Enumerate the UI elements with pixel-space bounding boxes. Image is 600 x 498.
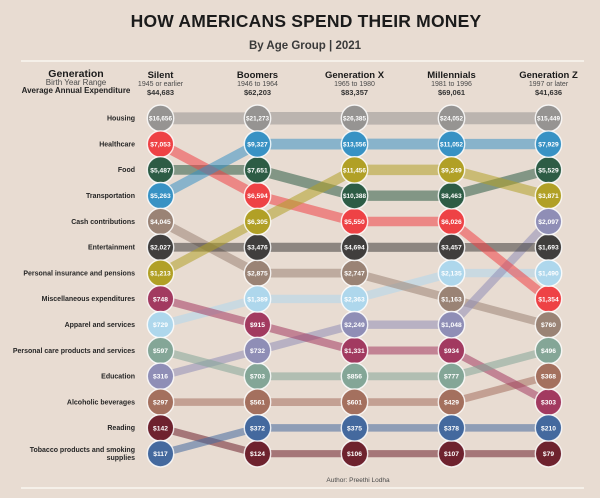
svg-text:$9,327: $9,327 — [247, 142, 268, 149]
svg-text:$1,331: $1,331 — [344, 348, 365, 355]
svg-text:$1,389: $1,389 — [247, 296, 268, 303]
svg-text:Healthcare: Healthcare — [99, 141, 135, 148]
svg-text:Personal insurance and pension: Personal insurance and pensions — [23, 270, 135, 277]
svg-text:$5,487: $5,487 — [150, 167, 171, 174]
svg-text:$303: $303 — [541, 400, 556, 407]
svg-text:$2,027: $2,027 — [150, 245, 171, 252]
svg-text:$561: $561 — [250, 400, 265, 407]
svg-text:$597: $597 — [153, 348, 168, 355]
svg-text:$11,456: $11,456 — [343, 167, 366, 174]
svg-text:supplies: supplies — [107, 455, 136, 462]
svg-text:Miscellaneous expenditures: Miscellaneous expenditures — [42, 296, 135, 303]
svg-text:$15,449: $15,449 — [537, 116, 560, 123]
svg-text:$777: $777 — [444, 374, 459, 381]
svg-text:$4,045: $4,045 — [150, 219, 171, 226]
svg-text:$210: $210 — [541, 425, 556, 432]
svg-text:Entertainment: Entertainment — [88, 245, 136, 252]
svg-text:$124: $124 — [250, 451, 265, 458]
svg-text:$601: $601 — [347, 400, 362, 407]
svg-text:$3,476: $3,476 — [247, 245, 268, 252]
svg-text:$732: $732 — [250, 348, 265, 355]
svg-text:$372: $372 — [250, 425, 265, 432]
svg-text:$316: $316 — [153, 374, 168, 381]
svg-text:Education: Education — [101, 374, 135, 381]
svg-text:$703: $703 — [250, 374, 265, 381]
svg-text:$1,490: $1,490 — [538, 271, 559, 278]
svg-text:$24,052: $24,052 — [440, 116, 463, 123]
svg-text:$748: $748 — [153, 296, 168, 303]
svg-text:Food: Food — [118, 167, 135, 174]
svg-text:$1,048: $1,048 — [441, 322, 462, 329]
svg-text:$10,388: $10,388 — [343, 193, 366, 200]
svg-text:$2,097: $2,097 — [538, 219, 559, 226]
svg-text:$11,052: $11,052 — [440, 142, 463, 149]
svg-text:$106: $106 — [347, 451, 362, 458]
svg-text:$375: $375 — [347, 425, 362, 432]
svg-text:$1,693: $1,693 — [538, 245, 559, 252]
svg-text:$2,363: $2,363 — [344, 296, 365, 303]
svg-text:$13,556: $13,556 — [343, 142, 366, 149]
svg-text:$1,163: $1,163 — [441, 296, 462, 303]
svg-text:$378: $378 — [444, 425, 459, 432]
svg-text:$21,273: $21,273 — [246, 116, 269, 123]
svg-text:$7,929: $7,929 — [538, 142, 559, 149]
svg-text:Apparel and services: Apparel and services — [65, 322, 136, 329]
svg-text:$6,594: $6,594 — [247, 193, 268, 200]
svg-text:$1,213: $1,213 — [150, 271, 171, 278]
svg-text:$297: $297 — [153, 400, 168, 407]
svg-text:$117: $117 — [153, 451, 168, 458]
svg-text:$3,871: $3,871 — [538, 193, 559, 200]
svg-text:$16,656: $16,656 — [149, 116, 172, 123]
svg-text:$7,651: $7,651 — [247, 167, 268, 174]
svg-text:Cash contributions: Cash contributions — [71, 219, 135, 226]
svg-text:Reading: Reading — [107, 425, 135, 432]
svg-text:$2,249: $2,249 — [344, 322, 365, 329]
svg-text:$9,249: $9,249 — [441, 167, 462, 174]
svg-text:$2,747: $2,747 — [344, 271, 365, 278]
svg-text:$934: $934 — [444, 348, 459, 355]
svg-text:$7,053: $7,053 — [150, 142, 171, 149]
svg-text:$729: $729 — [153, 322, 168, 329]
svg-text:$8,463: $8,463 — [441, 193, 462, 200]
svg-text:$429: $429 — [444, 400, 459, 407]
svg-text:$2,135: $2,135 — [441, 271, 462, 278]
svg-text:$368: $368 — [541, 374, 556, 381]
svg-text:$760: $760 — [541, 322, 556, 329]
svg-text:$26,385: $26,385 — [343, 116, 366, 123]
svg-text:$4,694: $4,694 — [344, 245, 365, 252]
svg-text:$5,550: $5,550 — [344, 219, 365, 226]
svg-text:Personal care products and ser: Personal care products and services — [13, 348, 135, 355]
svg-text:$1,354: $1,354 — [538, 296, 559, 303]
svg-text:Transportation: Transportation — [86, 193, 135, 200]
svg-text:$5,529: $5,529 — [538, 167, 559, 174]
svg-text:$496: $496 — [541, 348, 556, 355]
svg-text:Alcoholic beverages: Alcoholic beverages — [67, 399, 135, 406]
svg-text:$6,305: $6,305 — [247, 219, 268, 226]
svg-text:$2,875: $2,875 — [247, 271, 268, 278]
svg-text:$5,263: $5,263 — [150, 193, 171, 200]
svg-text:$6,026: $6,026 — [441, 219, 462, 226]
svg-text:$856: $856 — [347, 374, 362, 381]
svg-text:Tobacco products and smoking: Tobacco products and smoking — [30, 447, 135, 454]
svg-text:Housing: Housing — [107, 116, 135, 123]
svg-text:$915: $915 — [250, 322, 265, 329]
svg-text:$3,457: $3,457 — [441, 245, 462, 252]
svg-text:$142: $142 — [153, 425, 168, 432]
svg-text:$107: $107 — [444, 451, 459, 458]
svg-text:$79: $79 — [543, 451, 554, 458]
